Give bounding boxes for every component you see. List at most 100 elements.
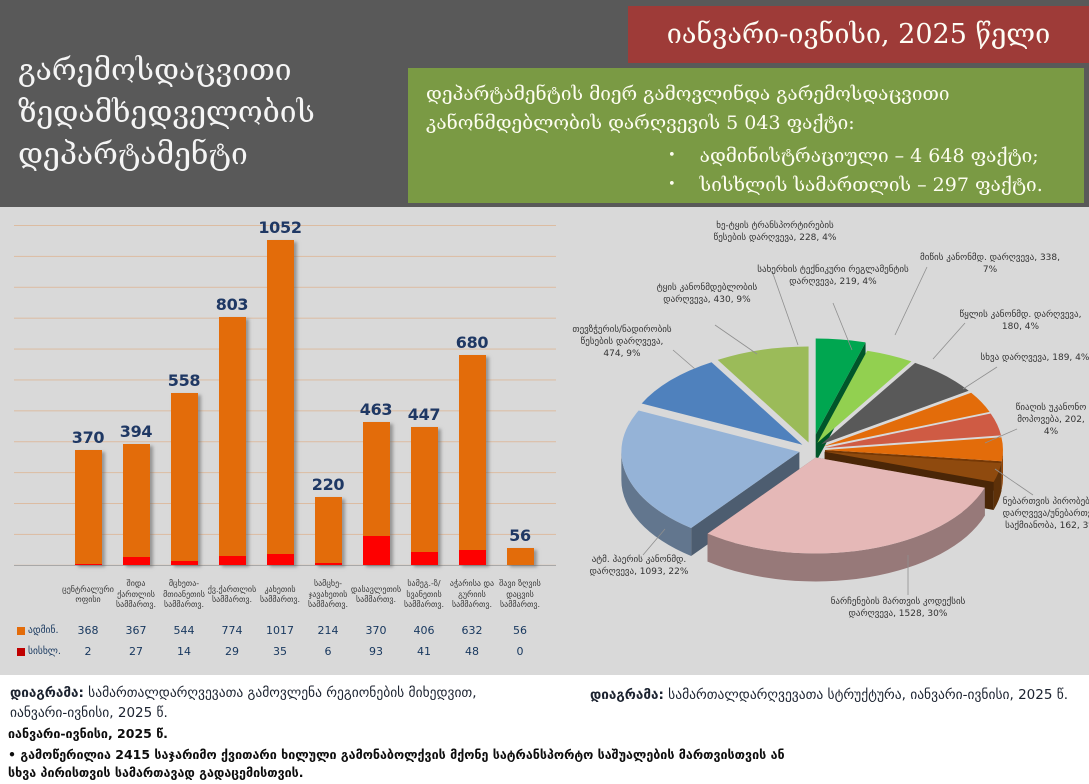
summary-bullet-criminal: სისხლის სამართლის – 297 ფაქტი. bbox=[668, 171, 1068, 200]
bar-column: 803 bbox=[208, 295, 256, 565]
footer-note: იანვარი-ივნისი, 2025 წ. • გამოწერილია 24… bbox=[8, 725, 790, 782]
summary-intro: დეპარტამენტის მიერ გამოვლინდა გარემოსდაც… bbox=[426, 83, 950, 134]
table-value: 29 bbox=[225, 645, 239, 658]
table-value: 544 bbox=[173, 624, 195, 637]
bar-column: 558 bbox=[160, 371, 208, 565]
table-value: 632 bbox=[461, 624, 483, 637]
bar-segment-admin bbox=[74, 450, 102, 564]
bar-column: 1052 bbox=[256, 218, 304, 565]
legend-swatch bbox=[17, 626, 25, 635]
header-band: გარემოსდაცვითი ზედამხედველობის დეპარტამე… bbox=[0, 0, 1089, 207]
table-value: 214 bbox=[317, 624, 339, 637]
bar-segment-admin bbox=[218, 317, 246, 556]
bar-segment-admin bbox=[362, 422, 390, 536]
bar-segment-criminal bbox=[314, 563, 342, 565]
table-value: 35 bbox=[273, 645, 287, 658]
table-value: 1017 bbox=[266, 624, 294, 637]
summary-bullets: ადმინისტრაციული – 4 648 ფაქტი; სისხლის ს… bbox=[426, 142, 1068, 201]
bar-segment-admin bbox=[266, 240, 294, 554]
pie-slice-side bbox=[993, 463, 1002, 510]
legend-swatch bbox=[17, 647, 25, 656]
bar-category-label: კახეთის სამმართვ. bbox=[259, 584, 301, 604]
pie-leader-line bbox=[642, 528, 666, 556]
pie-slice-label: ხე-ტყის ტრანსპორტირების წესების დარღვევა… bbox=[713, 221, 837, 243]
bar-chart-panel: 370 394 558 803 1052 220 463 447 680 56 ცენტრალურ… bbox=[0, 207, 565, 675]
bar-segment-admin bbox=[122, 444, 150, 557]
bar-total-label: 463 bbox=[359, 400, 393, 419]
pie-leader-line bbox=[832, 302, 853, 351]
summary-bullet-admin: ადმინისტრაციული – 4 648 ფაქტი; bbox=[668, 142, 1068, 171]
bar-total-label: 680 bbox=[455, 333, 489, 352]
table-value: 0 bbox=[516, 645, 524, 658]
pie-slice-label: თევზჭერის/ნადირობის წესების დარღვევა, 47… bbox=[572, 325, 672, 359]
legend-admin: ადმინ. bbox=[14, 620, 64, 641]
bar-column: 447 bbox=[400, 405, 448, 565]
pie-leader-line bbox=[714, 324, 758, 355]
bar-segment-criminal bbox=[218, 556, 246, 565]
table-value: 368 bbox=[77, 624, 99, 637]
bar-total-label: 220 bbox=[311, 475, 345, 494]
pie-chart-svg bbox=[621, 266, 1034, 595]
page-title: გარემოსდაცვითი ზედამხედველობის დეპარტამე… bbox=[18, 53, 315, 172]
captions-zone: დიაგრამა: სამართალდარღვევათა გამოვლენა რ… bbox=[0, 675, 1089, 784]
pie-slice-top-5 bbox=[824, 437, 1003, 462]
bar-segment-criminal bbox=[74, 564, 102, 565]
bar-stack bbox=[458, 355, 486, 565]
bar-column: 463 bbox=[352, 400, 400, 565]
footer-bullet: • გამოწერილია 2415 საჯარიმო ქვითარი ხილუ… bbox=[8, 747, 785, 781]
legend-criminal: სისხლ. bbox=[14, 641, 64, 662]
bar-total-label: 803 bbox=[215, 295, 249, 314]
pie-leader-line bbox=[962, 366, 998, 390]
pie-slice-side bbox=[621, 451, 692, 557]
bar-total-label: 447 bbox=[407, 405, 441, 424]
pie-slice-top-9 bbox=[641, 362, 803, 445]
pie-slice-label: სახერხის ტექნიკური რეგლამენტის დარღვევა,… bbox=[757, 265, 909, 287]
period-banner-text: იანვარი-ივნისი, 2025 წელი bbox=[666, 19, 1051, 50]
pie-leader-line bbox=[932, 322, 966, 360]
bar-chart-plot: 370 394 558 803 1052 220 463 447 680 56 bbox=[14, 218, 556, 566]
bar-stack bbox=[218, 317, 246, 565]
bar-segment-admin bbox=[506, 548, 534, 565]
table-value: 48 bbox=[465, 645, 479, 658]
table-value: 2 bbox=[84, 645, 92, 658]
summary-box: დეპარტამენტის მიერ გამოვლინდა გარემოსდაც… bbox=[408, 68, 1084, 203]
bar-total-label: 1052 bbox=[258, 218, 302, 237]
pie-slice-top-7 bbox=[707, 457, 985, 554]
table-value: 367 bbox=[125, 624, 147, 637]
bar-category-label: შიდა ქართლის სამმართვ. bbox=[115, 579, 157, 610]
pie-leader-line bbox=[994, 468, 1034, 496]
pie-slice-top-2 bbox=[821, 362, 969, 445]
bar-segment-admin bbox=[458, 355, 486, 550]
pie-slice-label: მიწის კანონმდ. დარღვევა, 338, 7% bbox=[920, 253, 1060, 275]
legend-label: ადმინ. bbox=[28, 625, 59, 636]
bar-column: 680 bbox=[448, 333, 496, 565]
bar-category-label: აჭარისა და გურიის სამმართვ. bbox=[449, 579, 495, 610]
table-value: 6 bbox=[324, 645, 332, 658]
table-value: 56 bbox=[513, 624, 527, 637]
bar-segment-criminal bbox=[362, 536, 390, 565]
footer-period: იანვარი-ივნისი, 2025 წ. bbox=[8, 726, 168, 741]
pie-slice-label: ატმ. ჰაერის კანონმდ. დარღვევა, 1093, 22% bbox=[589, 555, 689, 577]
pie-chart-panel: ხე-ტყის ტრანსპორტირების წესების დარღვევა… bbox=[565, 207, 1089, 675]
bar-total-label: 370 bbox=[71, 428, 105, 447]
bar-segment-criminal bbox=[170, 561, 198, 565]
bar-category-label: სამცხე-ჯავახეთის სამმართვ. bbox=[307, 579, 349, 610]
table-value: 27 bbox=[129, 645, 143, 658]
bar-stack bbox=[122, 444, 150, 565]
legend-label: სისხლ. bbox=[28, 646, 61, 657]
bar-column: 220 bbox=[304, 475, 352, 565]
table-value: 406 bbox=[413, 624, 435, 637]
pie-slice-label: სხვა დარღვევა, 189, 4% bbox=[980, 353, 1089, 363]
bar-total-label: 56 bbox=[509, 526, 531, 545]
bar-stack bbox=[506, 548, 534, 565]
bar-segment-criminal bbox=[458, 550, 486, 565]
pie-slice-top-0 bbox=[815, 338, 866, 435]
pie-slice-label: წყლის კანონმდ. დარღვევა, 180, 4% bbox=[959, 310, 1082, 332]
bar-category-label: შავი ზღვის დაცვის სამმართვ. bbox=[499, 579, 541, 610]
bar-stack bbox=[170, 393, 198, 565]
table-value: 14 bbox=[177, 645, 191, 658]
pie-slice-top-1 bbox=[817, 350, 912, 443]
table-corner bbox=[14, 573, 64, 620]
bar-chart-table: ცენტრალური ოფისი შიდა ქართლის სამმართვ. მც… bbox=[14, 573, 556, 662]
pie-slice-label: ნებართვის პირობების დარღვევა/უნებართვო ს… bbox=[1002, 497, 1089, 531]
